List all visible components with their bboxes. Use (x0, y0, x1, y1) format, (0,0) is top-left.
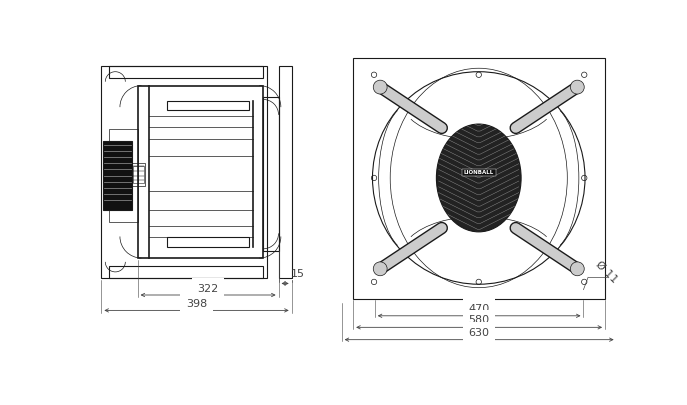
Text: LIONBALL: LIONBALL (464, 170, 494, 175)
Text: Ø 11: Ø 11 (594, 259, 619, 285)
Circle shape (373, 80, 387, 94)
Text: 580: 580 (469, 315, 490, 325)
Circle shape (373, 262, 387, 276)
Ellipse shape (436, 124, 521, 232)
Text: 15: 15 (291, 269, 305, 279)
Text: 398: 398 (186, 299, 207, 309)
Circle shape (570, 262, 584, 276)
Text: 322: 322 (197, 284, 218, 294)
Text: 630: 630 (469, 328, 490, 338)
Polygon shape (462, 169, 496, 177)
Circle shape (570, 80, 584, 94)
Text: 470: 470 (469, 304, 490, 314)
Polygon shape (103, 141, 133, 210)
